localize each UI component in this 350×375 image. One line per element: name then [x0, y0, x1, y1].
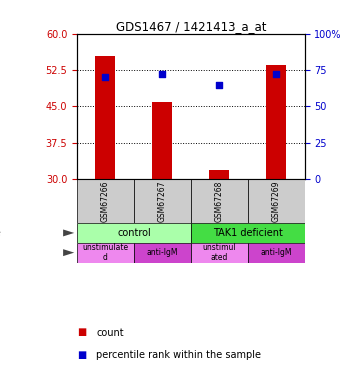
Text: TAK1 deficient: TAK1 deficient	[213, 228, 282, 238]
Bar	[209, 170, 229, 179]
Bar	[77, 243, 134, 262]
Point	[160, 71, 165, 77]
Text: cell line: cell line	[0, 228, 1, 238]
Bar	[77, 223, 191, 243]
Text: GSM67267: GSM67267	[158, 180, 167, 222]
Text: GSM67269: GSM67269	[272, 180, 281, 222]
Point	[103, 74, 108, 80]
Bar	[134, 243, 191, 262]
Text: ■: ■	[77, 350, 86, 360]
Title: GDS1467 / 1421413_a_at: GDS1467 / 1421413_a_at	[116, 20, 266, 33]
Bar	[77, 179, 134, 223]
Text: unstimulate
d: unstimulate d	[82, 243, 128, 262]
Text: agent: agent	[0, 248, 1, 258]
Text: anti-IgM: anti-IgM	[260, 248, 292, 257]
Text: anti-IgM: anti-IgM	[147, 248, 178, 257]
Bar	[191, 223, 304, 243]
Text: GSM67268: GSM67268	[215, 180, 224, 222]
Bar	[152, 102, 172, 179]
Bar	[134, 179, 191, 223]
Bar	[96, 56, 116, 179]
Bar	[248, 179, 304, 223]
Text: ■: ■	[77, 327, 86, 338]
Text: GSM67266: GSM67266	[101, 180, 110, 222]
Bar	[266, 65, 286, 179]
Text: percentile rank within the sample: percentile rank within the sample	[96, 350, 261, 360]
Point	[216, 82, 222, 88]
Bar	[248, 243, 304, 262]
Text: count: count	[96, 327, 124, 338]
Point	[273, 71, 279, 77]
Text: unstimul
ated: unstimul ated	[202, 243, 236, 262]
Text: control: control	[117, 228, 151, 238]
Bar	[191, 179, 248, 223]
Bar	[191, 243, 248, 262]
